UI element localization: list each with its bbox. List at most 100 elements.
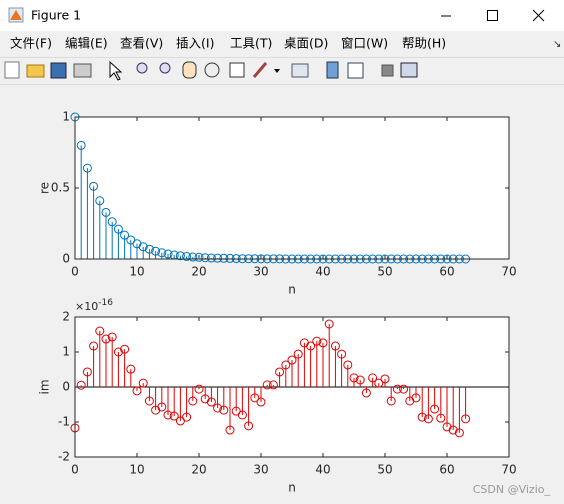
stem-marker [337, 349, 347, 359]
tool-rotate[interactable] [204, 62, 220, 78]
x-tick-label: 0 [71, 463, 79, 477]
stem-marker [225, 253, 235, 263]
x-tick-label: 10 [129, 463, 144, 477]
stem-marker [89, 341, 99, 351]
stem-marker [219, 253, 229, 263]
stem-marker [411, 393, 421, 403]
y-tick-label: 0.5 [51, 181, 70, 195]
stem-marker [349, 373, 359, 383]
x-tick-label: 70 [501, 265, 516, 279]
window-title: Figure 1 [31, 8, 81, 23]
axes-bg [75, 117, 509, 259]
stem-marker [89, 181, 99, 191]
menu-item[interactable]: 查看(V) [120, 36, 163, 51]
stem-marker [113, 224, 123, 234]
stem-marker [330, 341, 340, 351]
stem-marker [151, 246, 161, 256]
stem-marker [194, 252, 204, 262]
stem-marker [343, 360, 353, 370]
menu-item[interactable]: 桌面(D) [284, 36, 328, 51]
menu-item[interactable]: 插入(I) [176, 36, 214, 51]
x-tick-label: 60 [439, 265, 454, 279]
stem-marker [324, 319, 334, 329]
tool-legend[interactable] [347, 62, 364, 79]
stem-marker [417, 412, 427, 422]
stem-marker [206, 397, 216, 407]
tool-brush[interactable] [252, 62, 268, 78]
stem-marker [132, 386, 142, 396]
stem-marker [107, 332, 117, 342]
y-tick-label: 1 [62, 110, 70, 124]
tool-zoom-in[interactable] [136, 62, 148, 74]
stem-marker [262, 380, 272, 390]
tool-print[interactable] [73, 63, 92, 78]
tool-save[interactable] [50, 62, 67, 79]
stem-marker [225, 425, 235, 435]
x-tick-label: 40 [315, 265, 330, 279]
stem-marker [101, 207, 111, 217]
multiplier-exponent: -16 [98, 298, 113, 308]
stem-marker [113, 347, 123, 357]
watermark: CSDN @Vizio_ [473, 483, 551, 496]
stem-marker [163, 249, 173, 259]
x-tick-label: 20 [191, 265, 206, 279]
stem-marker [206, 253, 216, 263]
y-tick-label: -2 [58, 450, 70, 464]
stem-marker [157, 248, 167, 258]
stem-marker [213, 253, 223, 263]
stem-marker [188, 396, 198, 406]
menu-item[interactable]: 编辑(E) [65, 36, 108, 51]
stem-marker [256, 397, 266, 407]
stem-marker [392, 384, 402, 394]
menu-bar: 文件(F) 编辑(E) 查看(V) 插入(I) 工具(T) 桌面(D) 窗口(W) 帮助(H) [10, 36, 446, 51]
stem-marker [287, 355, 297, 365]
menu-item[interactable]: 文件(F) [10, 36, 52, 51]
menu-arrow[interactable]: ↘ [553, 39, 561, 50]
tool-pan[interactable] [182, 61, 197, 79]
tool-pointer[interactable] [109, 60, 123, 81]
stem-marker [380, 374, 390, 384]
stem-marker [182, 251, 192, 261]
x-tick-label: 60 [439, 463, 454, 477]
y-tick-label: 1 [62, 345, 70, 359]
title-bar [0, 0, 564, 31]
stem-marker [275, 367, 285, 377]
y-tick-label: 2 [62, 310, 70, 324]
tool-colorbar[interactable] [326, 61, 339, 79]
stem-marker [355, 375, 365, 385]
multiplier-base: ×10 [75, 300, 98, 313]
x-tick-label: 0 [71, 265, 79, 279]
close-button[interactable] [532, 9, 545, 22]
stem-marker [293, 349, 303, 359]
tool-dropdown[interactable] [274, 69, 280, 73]
stem-marker [448, 425, 458, 435]
stem-marker [138, 378, 148, 388]
stem-marker [312, 336, 322, 346]
menu-item[interactable]: 窗口(W) [341, 36, 388, 51]
maximize-button[interactable] [487, 10, 498, 21]
tool-link[interactable] [291, 63, 309, 78]
x-axis-label: n [288, 283, 296, 297]
stem-marker [268, 380, 278, 390]
tool-new[interactable] [4, 61, 20, 79]
menu-item[interactable]: 工具(T) [230, 36, 272, 51]
tool-open[interactable] [26, 64, 45, 78]
stem-marker [76, 140, 86, 150]
axes-box [74, 316, 510, 458]
stem-marker [318, 338, 328, 348]
stem-marker [120, 344, 130, 354]
stem-marker [436, 413, 446, 423]
tool-zoom-out[interactable] [159, 62, 171, 74]
stem-marker [144, 396, 154, 406]
tool-show[interactable] [400, 62, 418, 78]
stem-marker [76, 380, 86, 390]
menu-item[interactable]: 帮助(H) [402, 36, 446, 51]
stem-marker [200, 253, 210, 263]
stem-marker [423, 414, 433, 424]
tool-datatip[interactable] [229, 62, 245, 78]
x-tick-label: 20 [191, 463, 206, 477]
axes-box [74, 116, 510, 260]
tool-hide[interactable] [381, 64, 394, 77]
